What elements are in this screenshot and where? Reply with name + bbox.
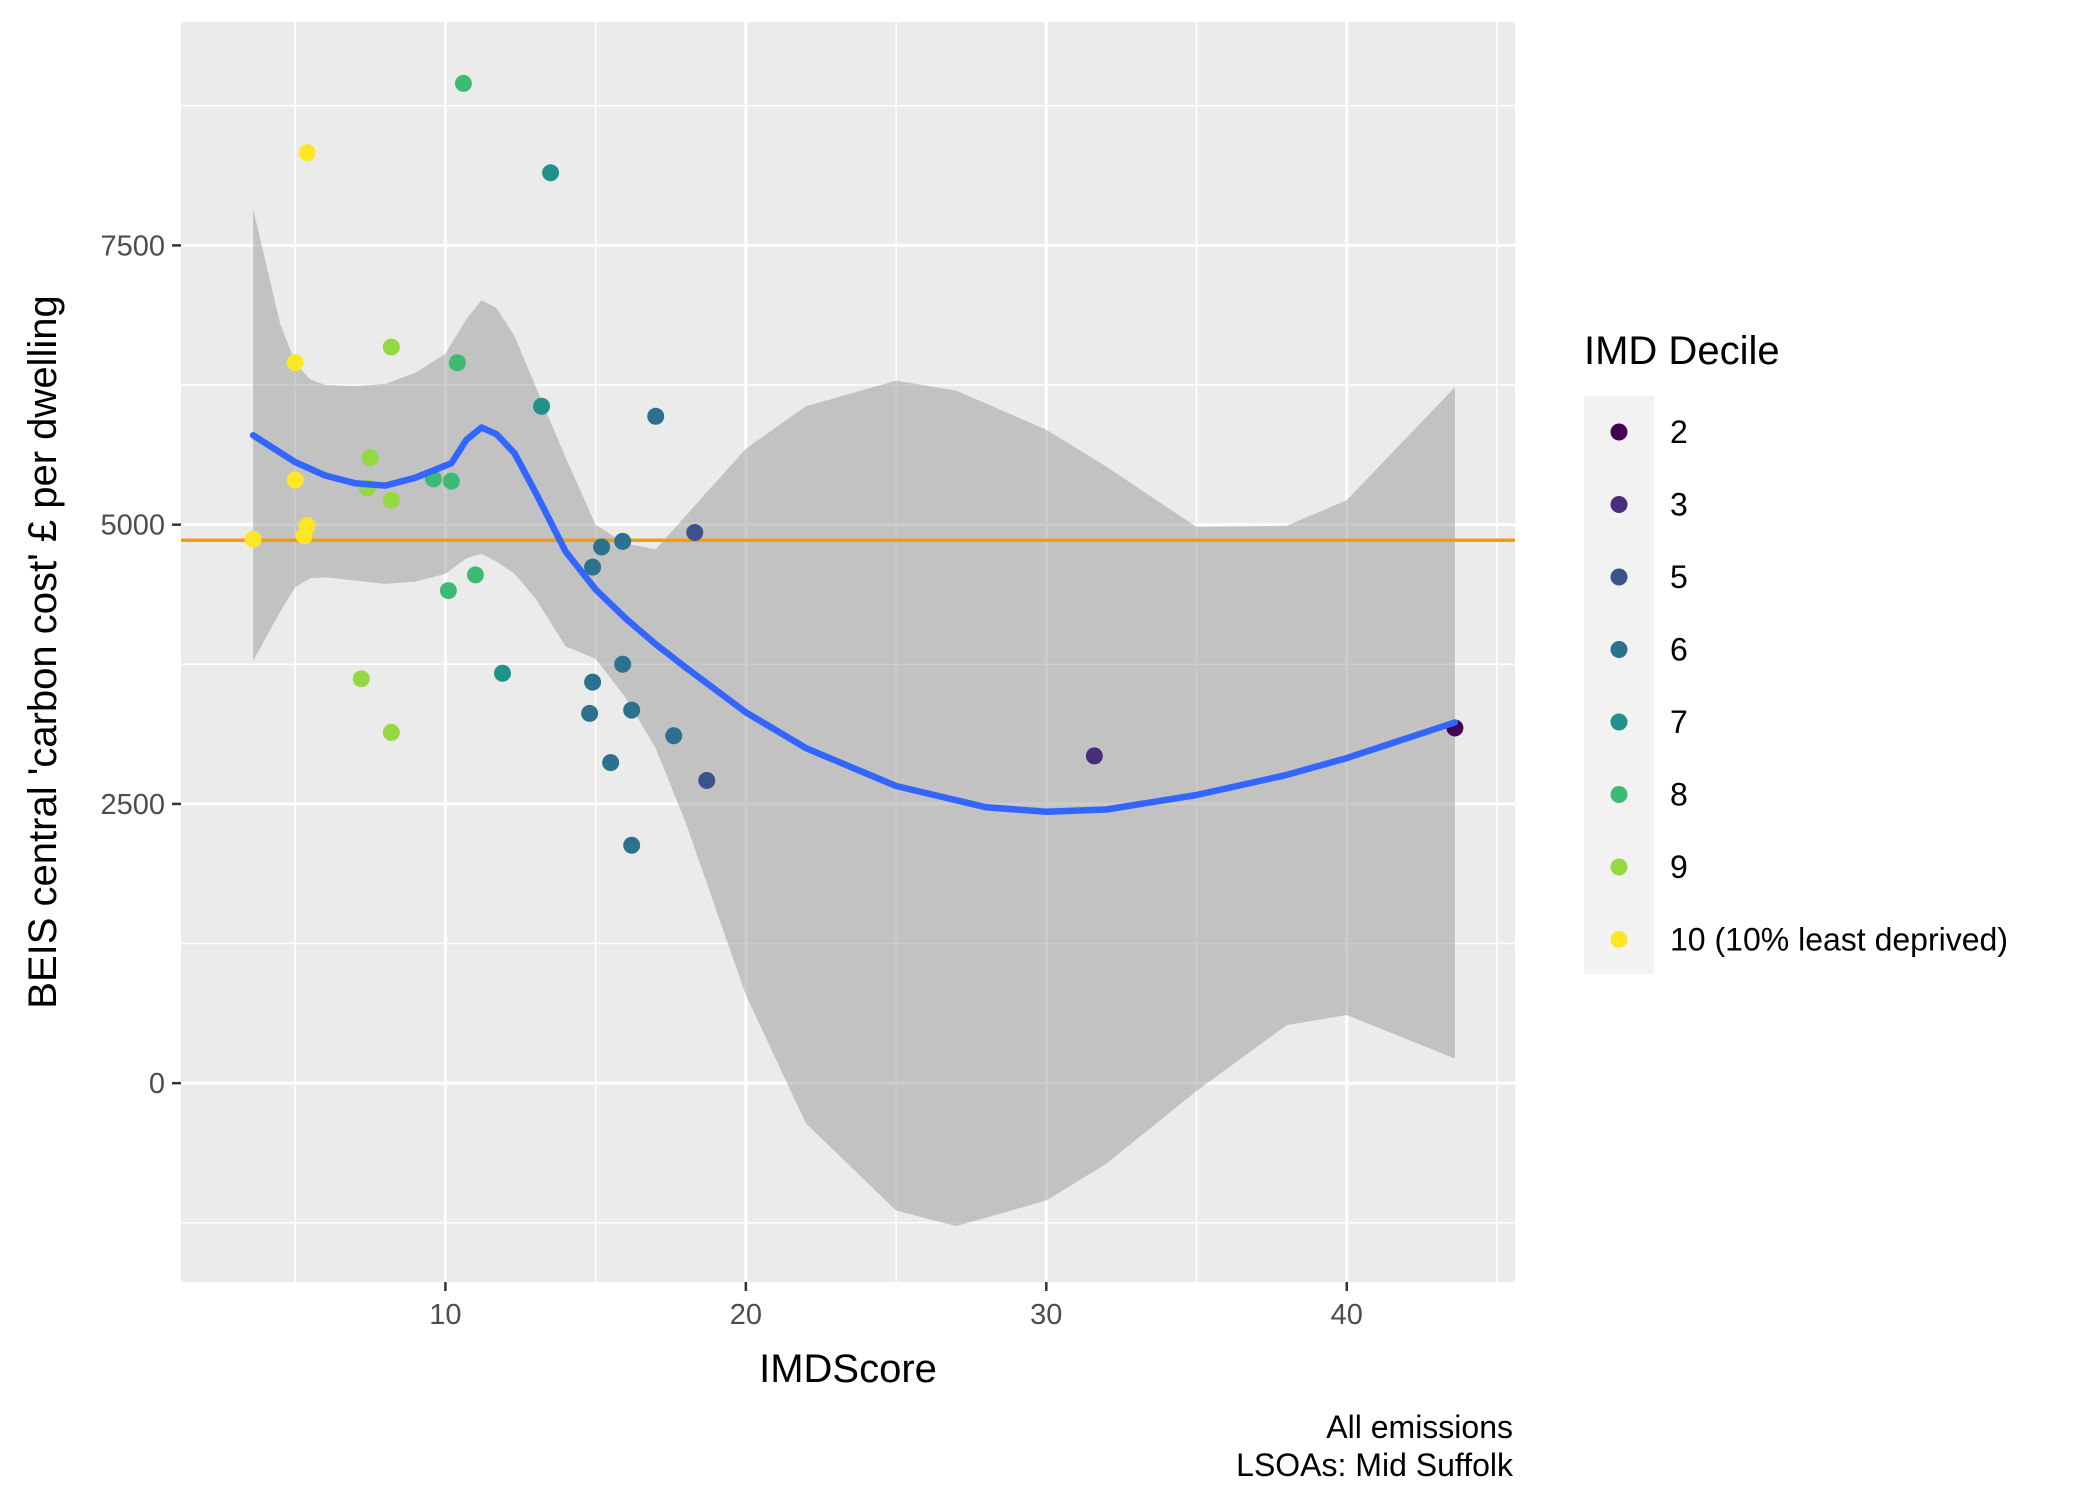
legend: IMD Decile 2 3 5 6 7 8 9 10 (10% least deprived… (1584, 329, 2008, 974)
legend-key-3 (1610, 496, 1628, 513)
data-point (1085, 747, 1103, 765)
data-point (542, 164, 560, 182)
data-point (298, 144, 316, 162)
caption-line-1: All emissions (1326, 1409, 1513, 1445)
data-point (286, 471, 304, 489)
data-point (623, 701, 641, 719)
legend-key-6 (1610, 641, 1628, 658)
data-point (361, 449, 379, 467)
data-point (382, 723, 400, 741)
legend-label: 10 (10% least deprived) (1670, 922, 2008, 958)
data-point (454, 74, 472, 92)
data-point (593, 538, 611, 556)
x-tick-label: 10 (429, 1299, 461, 1331)
legend-key-background (1584, 396, 1654, 974)
legend-key-9 (1610, 858, 1628, 876)
x-axis-title: IMDScore (759, 1347, 937, 1391)
data-point (602, 754, 620, 772)
data-point (647, 407, 665, 425)
axis-ticks: 10 20 30 40 0 2500 5000 7500 (100, 230, 1362, 1331)
data-point (614, 532, 632, 550)
points-layer (244, 74, 1464, 854)
data-point (614, 655, 632, 673)
data-point (286, 354, 304, 372)
legend-label: 3 (1670, 487, 1688, 523)
data-point (698, 771, 716, 789)
legend-label: 5 (1670, 559, 1688, 595)
data-point (686, 523, 704, 541)
legend-key-10 (1610, 931, 1628, 948)
confidence-ribbon-layer (253, 208, 1455, 1227)
data-point (244, 530, 262, 548)
data-point (584, 558, 602, 576)
legend-label: 9 (1670, 849, 1688, 885)
data-point (382, 491, 400, 509)
data-point (493, 664, 511, 682)
legend-title: IMD Decile (1584, 329, 1780, 373)
y-axis-title: BEIS central 'carbon cost' £ per dwellin… (21, 295, 65, 1008)
confidence-ribbon (253, 208, 1455, 1227)
data-point (442, 472, 460, 490)
legend-key-5 (1610, 568, 1628, 586)
legend-key-7 (1610, 713, 1628, 731)
data-point (581, 704, 599, 722)
legend-key-2 (1610, 423, 1628, 441)
data-point (584, 673, 602, 691)
data-point (352, 670, 370, 688)
y-tick-label: 7500 (100, 230, 165, 262)
data-point (665, 727, 683, 745)
data-point (382, 338, 400, 356)
legend-label: 7 (1670, 704, 1688, 740)
smooth-trend-line (249, 424, 1459, 815)
legend-items: 2 3 5 6 7 8 9 10 (10% least deprived) (1610, 414, 2008, 958)
x-tick-label: 40 (1331, 1299, 1363, 1331)
data-point (295, 527, 313, 545)
y-tick-label: 2500 (100, 789, 165, 821)
data-point (623, 836, 641, 854)
data-point (448, 354, 466, 372)
x-tick-label: 20 (730, 1299, 762, 1331)
data-point (439, 582, 457, 600)
data-point (533, 397, 551, 415)
x-tick-label: 30 (1030, 1299, 1062, 1331)
y-tick-label: 0 (149, 1068, 165, 1100)
legend-label: 6 (1670, 632, 1688, 668)
legend-label: 2 (1670, 414, 1688, 450)
legend-key-8 (1610, 786, 1628, 803)
legend-label: 8 (1670, 777, 1688, 813)
data-point (466, 566, 484, 584)
y-tick-label: 5000 (100, 510, 165, 542)
smooth-line-layer (249, 424, 1459, 815)
caption-line-2: LSOAs: Mid Suffolk (1236, 1447, 1514, 1483)
